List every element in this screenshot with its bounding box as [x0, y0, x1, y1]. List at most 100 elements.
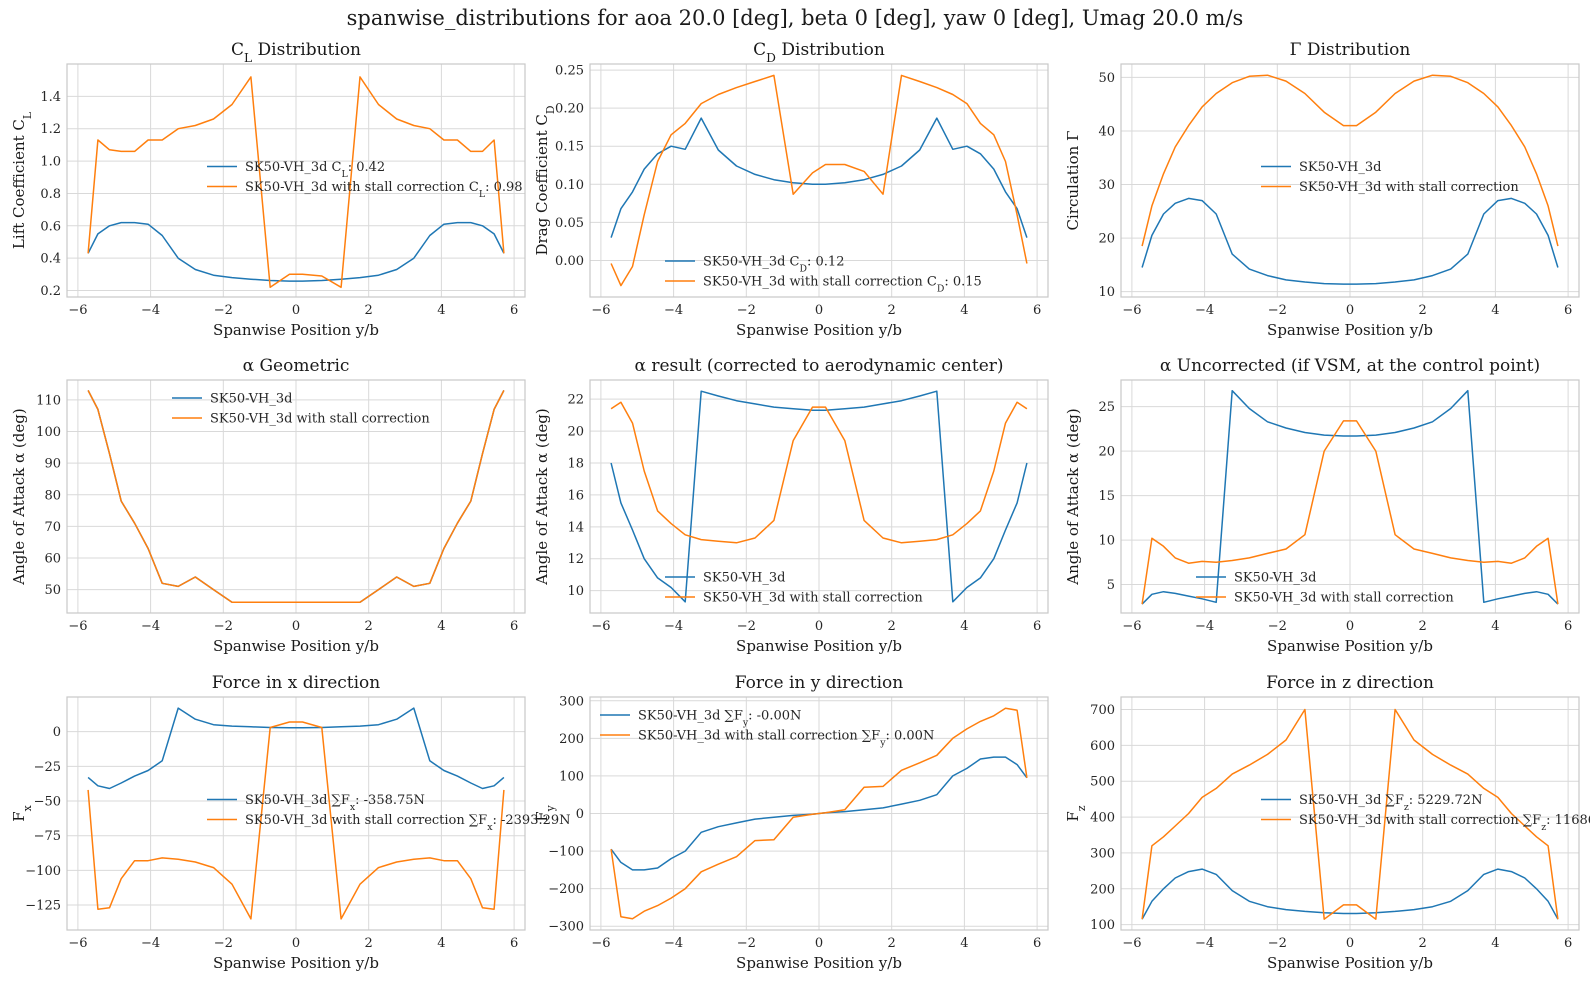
- subplot-3: −6 −4 −2 0 2 4 6 10 20 30 40 50 Γ Distribution Spanwi…: [1064, 40, 1580, 339]
- y-axis-label: Angle of Attack α (deg): [533, 408, 551, 585]
- x-tick-label: 4: [960, 619, 968, 634]
- x-tick-label: −2: [214, 303, 233, 318]
- subplot-title: Γ Distribution: [1290, 40, 1411, 60]
- subplot-title: CD Distribution: [753, 40, 885, 65]
- x-axis-label: Spanwise Position y/b: [1267, 637, 1433, 655]
- x-tick-label: 6: [510, 303, 518, 318]
- x-tick-label: −6: [591, 619, 610, 634]
- legend: SK50-VH_3d SK50-VH_3d with stall correcti…: [1261, 160, 1519, 195]
- x-tick-label: 6: [1033, 619, 1041, 634]
- y-tick-label: 40: [1098, 124, 1115, 139]
- x-tick-label: 2: [365, 936, 373, 951]
- legend-label: SK50-VH_3d CL: 0.42: [245, 160, 385, 180]
- legend-label: SK50-VH_3d with stall correction: [210, 412, 430, 427]
- y-tick-label: −125: [25, 899, 61, 914]
- y-tick-label: 5: [1107, 578, 1115, 593]
- x-tick-label: 6: [1564, 303, 1572, 318]
- x-tick-label: 2: [888, 619, 896, 634]
- x-tick-label: −4: [1195, 936, 1214, 951]
- y-tick-label: 14: [567, 520, 584, 535]
- x-tick-label: −2: [737, 936, 756, 951]
- x-tick-label: 0: [292, 936, 300, 951]
- series-line-2: [1141, 74, 1559, 247]
- series-line-1: [610, 117, 1028, 238]
- y-tick-label: 10: [1098, 534, 1115, 549]
- y-axis-label: Fz: [1064, 805, 1088, 821]
- legend-label: SK50-VH_3d ∑Fy: -0.00N: [638, 709, 801, 729]
- x-tick-label: 2: [1419, 936, 1427, 951]
- x-axis-label: Spanwise Position y/b: [736, 321, 902, 339]
- y-tick-label: −300: [548, 920, 584, 935]
- x-tick-label: −2: [1268, 936, 1287, 951]
- y-tick-label: −200: [548, 882, 584, 897]
- y-tick-label: 12: [567, 552, 584, 567]
- y-tick-label: 0.10: [555, 178, 584, 193]
- x-tick-label: −2: [1268, 303, 1287, 318]
- x-tick-label: −2: [737, 619, 756, 634]
- legend-label: SK50-VH_3d with stall correction ∑Fz: 11…: [1299, 813, 1590, 833]
- x-tick-label: −6: [591, 936, 610, 951]
- series-line-2: [610, 401, 1028, 544]
- legend-label: SK50-VH_3d with stall correction ∑Fx: -2…: [245, 813, 571, 833]
- x-tick-label: −6: [68, 619, 87, 634]
- subplot-title: α Uncorrected (if VSM, at the control po…: [1160, 356, 1540, 376]
- subplot-6: −6 −4 −2 0 2 4 6 5 10 15 20 25 α Uncorrected (if VSM…: [1064, 356, 1580, 655]
- subplot-title: CL Distribution: [231, 40, 361, 65]
- x-tick-label: 0: [815, 303, 823, 318]
- y-tick-label: 25: [1098, 400, 1115, 415]
- x-tick-label: −6: [1122, 303, 1141, 318]
- subplot-2: −6 −4 −2 0 2 4 6 0.00 0.05 0.10 0.15 0.20 0.25 CD Dis…: [533, 40, 1049, 339]
- x-tick-label: 4: [960, 936, 968, 951]
- x-tick-label: 6: [1033, 303, 1041, 318]
- y-tick-label: 90: [44, 457, 61, 472]
- subplot-9: −6 −4 −2 0 2 4 6 100 200 300 400 500 600 700 Force in …: [1064, 673, 1590, 972]
- x-tick-label: 4: [1491, 936, 1499, 951]
- y-axis-label: Fx: [10, 805, 34, 822]
- series-line-1: [87, 221, 505, 282]
- subplot-title: Force in x direction: [212, 673, 381, 693]
- figure-suptitle: spanwise_distributions for aoa 20.0 [deg…: [346, 6, 1244, 30]
- y-tick-label: −25: [34, 760, 61, 775]
- x-tick-label: −4: [141, 619, 160, 634]
- series-line-2: [1141, 420, 1559, 605]
- x-tick-label: 0: [292, 619, 300, 634]
- y-tick-label: 200: [1090, 882, 1115, 897]
- series-line-1: [87, 707, 505, 790]
- x-tick-label: 6: [510, 619, 518, 634]
- series-line-1: [1141, 868, 1559, 920]
- x-tick-label: 2: [1419, 619, 1427, 634]
- series-line-2: [87, 721, 505, 920]
- y-tick-label: 700: [1090, 703, 1115, 718]
- subplot-title: Force in y direction: [735, 673, 904, 693]
- series-line-2: [610, 707, 1028, 920]
- x-tick-label: 2: [888, 303, 896, 318]
- y-tick-label: 15: [1098, 489, 1115, 504]
- plot-frame: [589, 63, 1049, 298]
- legend-label: SK50-VH_3d with stall correction ∑Fy: 0.…: [638, 729, 934, 749]
- subplot-4: −6 −4 −2 0 2 4 6 50 60 70 80 90 100 110 α Geometric Spa…: [10, 356, 526, 655]
- x-tick-label: 6: [1564, 619, 1572, 634]
- y-axis-label: Drag Coefficient CD: [533, 105, 557, 255]
- x-tick-label: 0: [815, 936, 823, 951]
- y-tick-label: 1.0: [40, 155, 61, 170]
- subplot-title: α result (corrected to aerodynamic cente…: [634, 356, 1003, 376]
- y-tick-label: −75: [34, 829, 61, 844]
- x-axis-label: Spanwise Position y/b: [1267, 954, 1433, 972]
- y-tick-label: 100: [36, 425, 61, 440]
- x-tick-label: 0: [1346, 303, 1354, 318]
- plot-frame: [1120, 63, 1580, 298]
- y-tick-label: 100: [1090, 918, 1115, 933]
- y-tick-label: 60: [44, 551, 61, 566]
- y-tick-label: 70: [44, 520, 61, 535]
- series-line-2: [87, 76, 505, 289]
- series-line-2: [610, 74, 1028, 287]
- x-tick-label: −2: [214, 619, 233, 634]
- x-tick-label: 6: [510, 936, 518, 951]
- x-tick-label: −2: [214, 936, 233, 951]
- y-tick-label: 0.25: [555, 64, 584, 79]
- x-tick-label: −4: [664, 619, 683, 634]
- y-tick-label: 0.6: [40, 219, 61, 234]
- x-axis-label: Spanwise Position y/b: [736, 954, 902, 972]
- series-line-1: [610, 390, 1028, 603]
